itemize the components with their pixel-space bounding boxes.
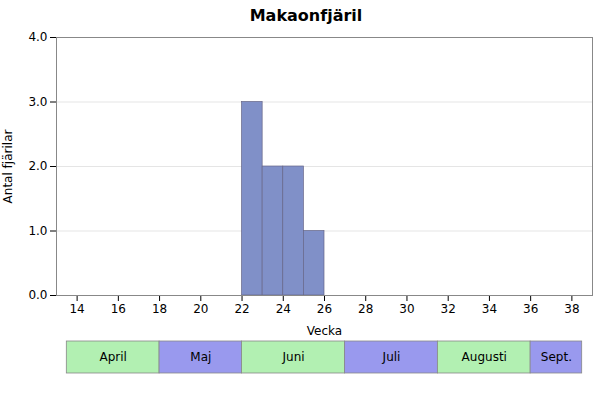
svg-text:Sept.: Sept.: [541, 350, 572, 364]
svg-text:28: 28: [358, 302, 373, 316]
svg-text:24: 24: [276, 302, 291, 316]
svg-text:Vecka: Vecka: [307, 324, 342, 338]
svg-text:14: 14: [69, 302, 84, 316]
svg-text:Juni: Juni: [282, 350, 305, 364]
svg-text:38: 38: [564, 302, 579, 316]
svg-text:3.0: 3.0: [28, 95, 47, 109]
svg-text:20: 20: [193, 302, 208, 316]
svg-text:32: 32: [441, 302, 456, 316]
svg-text:18: 18: [152, 302, 167, 316]
html-text:Makaonfjäril: Makaonfjäril: [249, 6, 363, 25]
svg-text:36: 36: [523, 302, 538, 316]
svg-text:34: 34: [482, 302, 497, 316]
svg-text:Augusti: Augusti: [462, 350, 507, 364]
svg-text:22: 22: [234, 302, 249, 316]
svg-text:April: April: [99, 350, 126, 364]
svg-text:0.0: 0.0: [28, 288, 47, 302]
svg-text:26: 26: [317, 302, 332, 316]
svg-text:16: 16: [111, 302, 126, 316]
svg-text:Antal fjärilar: Antal fjärilar: [1, 130, 15, 204]
svg-text:Maj: Maj: [190, 350, 211, 364]
svg-text:30: 30: [399, 302, 414, 316]
svg-text:Juli: Juli: [382, 350, 401, 364]
svg-text:1.0: 1.0: [28, 224, 47, 238]
svg-text:2.0: 2.0: [28, 159, 47, 173]
svg-text:4.0: 4.0: [28, 30, 47, 44]
